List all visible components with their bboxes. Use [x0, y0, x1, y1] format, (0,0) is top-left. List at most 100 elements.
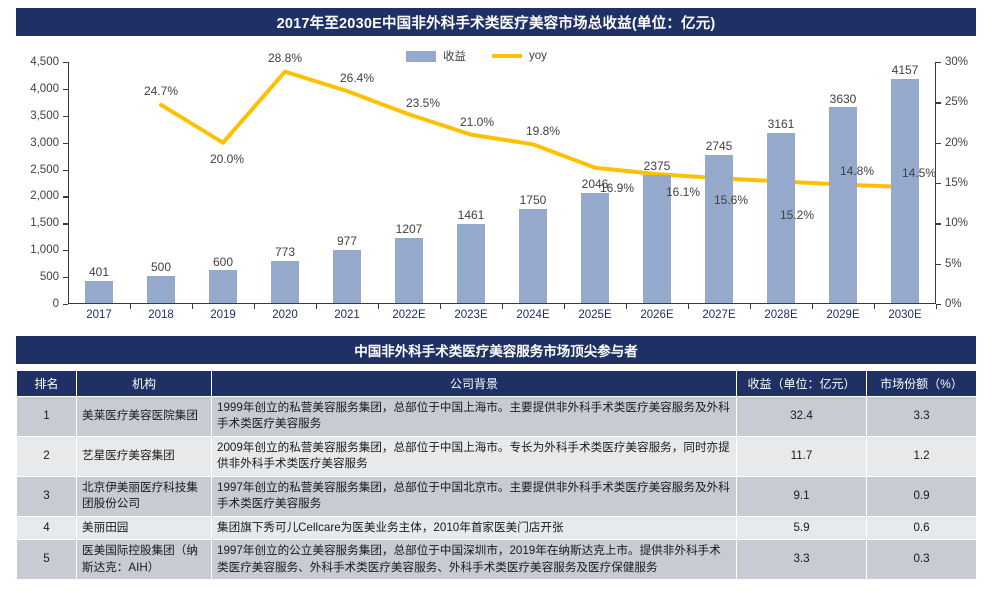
- yoy-value-label: 19.8%: [525, 124, 561, 139]
- yoy-value-label: 14.5%: [901, 166, 937, 181]
- y-axis-tick: [63, 277, 68, 279]
- cell-company-background: 2009年创立的私营美容服务集团，总部位于中国上海市。专长为外科手术类医疗美容服…: [211, 435, 737, 477]
- y-axis-tick-label: 4,000: [30, 82, 59, 95]
- x-axis-tick: [316, 304, 318, 309]
- y-axis-tick: [63, 115, 68, 117]
- x-axis-tick-label: 2030E: [888, 309, 922, 321]
- yoy-value-label: 20.0%: [209, 151, 245, 166]
- y2-axis-tick: [936, 263, 941, 265]
- chart-bar: [333, 250, 361, 303]
- cell-market-share: 0.3: [866, 539, 977, 581]
- y2-axis-tick: [936, 223, 941, 225]
- x-axis-tick-label: 2019: [210, 309, 236, 321]
- y-axis-tick-label: 3,000: [30, 136, 59, 149]
- bar-value-label: 2046: [581, 176, 609, 191]
- chart-title-bar: 2017年至2030E中国非外科手术类医疗美容市场总收益(单位：亿元): [16, 8, 976, 36]
- cell-rank: 1: [16, 396, 77, 437]
- y2-axis-tick-label: 5%: [945, 257, 962, 270]
- cell-revenue: 3.3: [736, 539, 867, 581]
- yoy-value-label: 16.1%: [665, 185, 701, 200]
- x-axis-tick-label: 2024E: [516, 309, 550, 321]
- bar-value-label: 1207: [395, 222, 423, 237]
- y-axis-tick: [63, 196, 68, 198]
- x-axis-tick: [750, 304, 752, 309]
- chart-bar: [705, 155, 733, 303]
- yoy-value-label: 23.5%: [405, 96, 441, 111]
- x-axis-tick-label: 2026E: [640, 309, 674, 321]
- x-axis-tick: [502, 304, 504, 309]
- x-axis-tick: [626, 304, 628, 309]
- chart-bar: [829, 107, 857, 303]
- cell-revenue: 9.1: [736, 475, 867, 517]
- cell-market-share: 0.9: [866, 475, 977, 517]
- table-row: 2 艺星医疗美容集团 2009年创立的私营美容服务集团，总部位于中国上海市。专长为外…: [16, 435, 977, 477]
- y2-axis-tick: [936, 304, 941, 306]
- x-axis-tick-label: 2020: [272, 309, 298, 321]
- cell-revenue: 11.7: [736, 435, 867, 477]
- y-axis-tick-label: 1,000: [30, 244, 59, 257]
- bar-value-label: 500: [150, 260, 172, 275]
- x-axis-tick: [440, 304, 442, 309]
- x-axis-tick-label: 2025E: [578, 309, 612, 321]
- y-axis-tick-label: 0: [52, 298, 59, 310]
- y2-axis-tick: [936, 102, 941, 104]
- x-axis-tick: [688, 304, 690, 309]
- col-header-share: 市场份额（%）: [866, 370, 977, 397]
- col-header-org: 机构: [76, 370, 212, 397]
- cell-company-background: 1997年创立的公立美容服务集团，总部位于中国深圳市，2019年在纳斯达克上市。…: [211, 539, 737, 581]
- legend-line-label: yoy: [529, 50, 547, 62]
- cell-rank: 4: [16, 515, 77, 541]
- cell-rank: 5: [16, 539, 77, 581]
- y-axis-tick: [63, 304, 68, 306]
- col-header-revenue: 收益（单位：亿元）: [736, 370, 867, 397]
- table-body: 1 美莱医疗美容医院集团 1999年创立的私营美容服务集团，总部位于中国上海市。主要…: [16, 396, 977, 581]
- bar-value-label: 977: [336, 234, 358, 249]
- yoy-value-label: 15.6%: [713, 193, 749, 208]
- y-axis-tick: [63, 223, 68, 225]
- yoy-value-label: 24.7%: [143, 83, 179, 98]
- cell-rank: 3: [16, 475, 77, 517]
- chart-bar: [209, 270, 237, 303]
- bar-value-label: 2745: [705, 139, 733, 154]
- y2-axis-tick-label: 25%: [945, 96, 969, 109]
- y-axis-tick: [63, 62, 68, 64]
- x-axis-tick: [254, 304, 256, 309]
- x-axis-tick-label: 2022E: [392, 309, 426, 321]
- x-axis-tick-label: 2018: [148, 309, 174, 321]
- x-axis-tick: [192, 304, 194, 309]
- cell-revenue: 5.9: [736, 515, 867, 541]
- x-axis-tick: [936, 304, 938, 309]
- y2-axis-tick: [936, 62, 941, 64]
- x-axis-tick-label: 2027E: [702, 309, 736, 321]
- bar-value-label: 401: [88, 265, 110, 280]
- x-axis-tick: [564, 304, 566, 309]
- x-axis-tick-label: 2029E: [826, 309, 860, 321]
- cell-company-background: 集团旗下秀可儿Cellcare为医美业务主体，2010年首家医美门店开张: [211, 515, 737, 541]
- table-title: 中国非外科手术类医疗美容服务市场顶尖参与者: [354, 344, 638, 359]
- cell-market-share: 3.3: [866, 396, 977, 437]
- y-axis-tick-label: 3,500: [30, 109, 59, 122]
- yoy-value-label: 16.9%: [599, 180, 635, 195]
- chart-bar: [581, 192, 609, 303]
- table-row: 3 北京伊美丽医疗科技集团股份公司 1997年创立的私营美容服务集团，总部位于中国北…: [16, 475, 977, 517]
- cell-rank: 2: [16, 435, 77, 477]
- bar-value-label: 3161: [767, 117, 795, 131]
- y-axis-tick: [63, 250, 68, 252]
- chart-bar: [85, 281, 113, 303]
- bar-value-label: 1750: [519, 192, 547, 207]
- yoy-value-label: 26.4%: [339, 71, 375, 86]
- x-axis-tick: [874, 304, 876, 309]
- legend-line-swatch-icon: [492, 54, 522, 58]
- yoy-value-label: 14.8%: [839, 163, 875, 178]
- top-players-table: 排名 机构 公司背景 收益（单位：亿元） 市场份额（%） 1 美莱医疗美容医院集团…: [16, 370, 977, 581]
- x-axis-tick-label: 2023E: [454, 309, 488, 321]
- y-axis-tick-label: 2,000: [30, 190, 59, 203]
- x-axis-tick: [812, 304, 814, 309]
- cell-organization: 艺星医疗美容集团: [76, 435, 212, 477]
- chart-area: 收益 yoy 0 500 1,000 1,500 2,000 2,500 3,000 3,50…: [16, 40, 976, 325]
- y2-axis-tick-label: 0%: [945, 298, 962, 310]
- x-axis-tick: [130, 304, 132, 309]
- yoy-value-label: 15.2%: [779, 208, 815, 223]
- table-row: 4 美丽田园 集团旗下秀可儿Cellcare为医美业务主体，2010年首家医美门店开…: [16, 515, 977, 541]
- legend-bar-label: 收益: [443, 51, 466, 63]
